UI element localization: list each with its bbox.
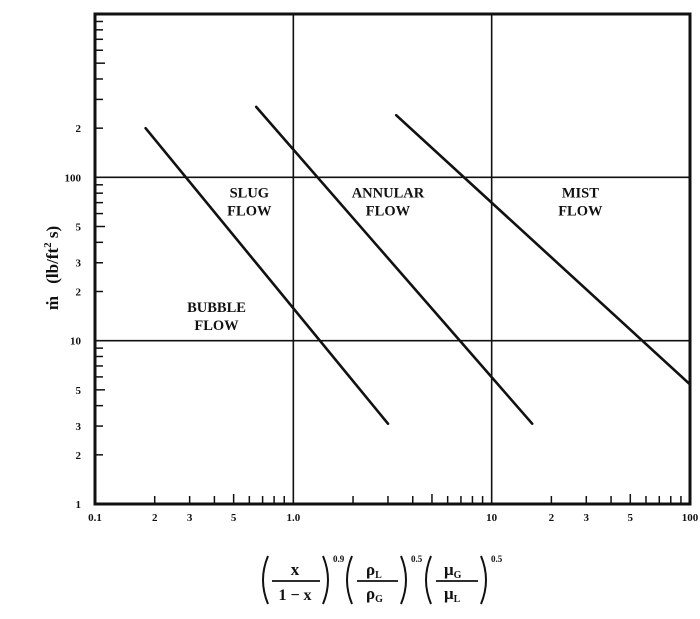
region-label-line: FLOW [194, 318, 239, 334]
boundary-line-2 [254, 105, 534, 425]
y-tick-label: 2 [76, 123, 82, 135]
x-term-1-denominator: 1 − x [278, 587, 311, 604]
plot-frame [93, 12, 692, 506]
svg-text:ṁ (lb/ft2 s): ṁ (lb/ft2 s) [42, 226, 62, 310]
region-label-line: BUBBLE [187, 300, 246, 316]
region-label-line: FLOW [558, 204, 603, 220]
y-tick-label: 5 [76, 385, 82, 397]
x-term-3-numerator-sub: G [454, 570, 462, 581]
x-term-2-numerator: ρ [366, 560, 375, 579]
y-axis-unit-end: s) [43, 226, 62, 243]
region-label-line: MIST [562, 186, 599, 202]
x-axis-label: x 1 − x 0.9 ρL ρG 0.5 μG μL 0.5 [262, 554, 503, 605]
x-term-2-exponent: 0.5 [411, 554, 423, 564]
x-tick-label: 5 [628, 512, 634, 524]
region-label-mist: MIST FLOW [558, 186, 603, 220]
x-axis-term-1: x 1 − x 0.9 [262, 554, 345, 605]
x-term-3-numerator: μ [444, 560, 454, 579]
x-tick-label: 100 [682, 512, 699, 524]
tick-layer [95, 20, 682, 504]
boundary-line-1 [144, 126, 390, 425]
x-term-2-denominator: ρ [366, 584, 375, 603]
svg-text:μG: μG [444, 560, 462, 581]
region-label-line: ANNULAR [352, 186, 425, 202]
grid-layer [95, 14, 690, 504]
y-axis-unit: (lb/ft [43, 248, 62, 284]
x-tick-label: 1.0 [286, 512, 300, 524]
y-tick-label: 2 [76, 450, 82, 462]
y-tick-label: 2 [76, 286, 82, 298]
y-tick-label: 100 [65, 172, 82, 184]
y-tick-label: 10 [70, 336, 82, 348]
x-tick-label: 3 [187, 512, 193, 524]
svg-text:ρL: ρL [366, 560, 382, 581]
x-tick-label: 10 [486, 512, 498, 524]
y-axis-unit-exponent: 2 [42, 242, 54, 248]
y-tick-label: 3 [76, 421, 82, 433]
y-tick-label: 1 [76, 499, 82, 511]
x-axis-term-3: μG μL 0.5 [425, 554, 503, 605]
x-tick-label: 2 [152, 512, 158, 524]
region-label-line: FLOW [366, 204, 411, 220]
x-tick-label: 0.1 [88, 512, 102, 524]
svg-text:μL: μL [444, 584, 461, 605]
x-axis-term-2: ρL ρG 0.5 [346, 554, 423, 605]
x-term-3-exponent: 0.5 [491, 554, 503, 564]
svg-text:ρG: ρG [366, 584, 383, 605]
region-label-annular: ANNULAR FLOW [352, 186, 425, 220]
x-term-3-denominator: μ [444, 584, 454, 603]
x-term-1-exponent: 0.9 [333, 554, 345, 564]
series-layer [144, 105, 692, 425]
x-term-2-numerator-sub: L [375, 570, 382, 581]
region-label-line: FLOW [227, 204, 272, 220]
x-term-3-denominator-sub: L [454, 594, 461, 605]
region-label-slug: SLUG FLOW [227, 186, 272, 220]
region-label-bubble: BUBBLE FLOW [187, 300, 246, 334]
y-axis-label: ṁ (lb/ft2 s) [42, 226, 62, 310]
y-axis-symbol: ṁ [43, 296, 62, 310]
region-label-line: SLUG [230, 186, 270, 202]
x-term-1-numerator: x [291, 560, 300, 579]
x-tick-label: 2 [549, 512, 555, 524]
x-term-2-denominator-sub: G [375, 594, 383, 605]
x-tick-label: 5 [231, 512, 237, 524]
boundary-line-3 [394, 113, 692, 386]
y-tick-label: 3 [76, 258, 82, 270]
y-tick-label: 5 [76, 222, 82, 234]
x-tick-label: 3 [584, 512, 590, 524]
